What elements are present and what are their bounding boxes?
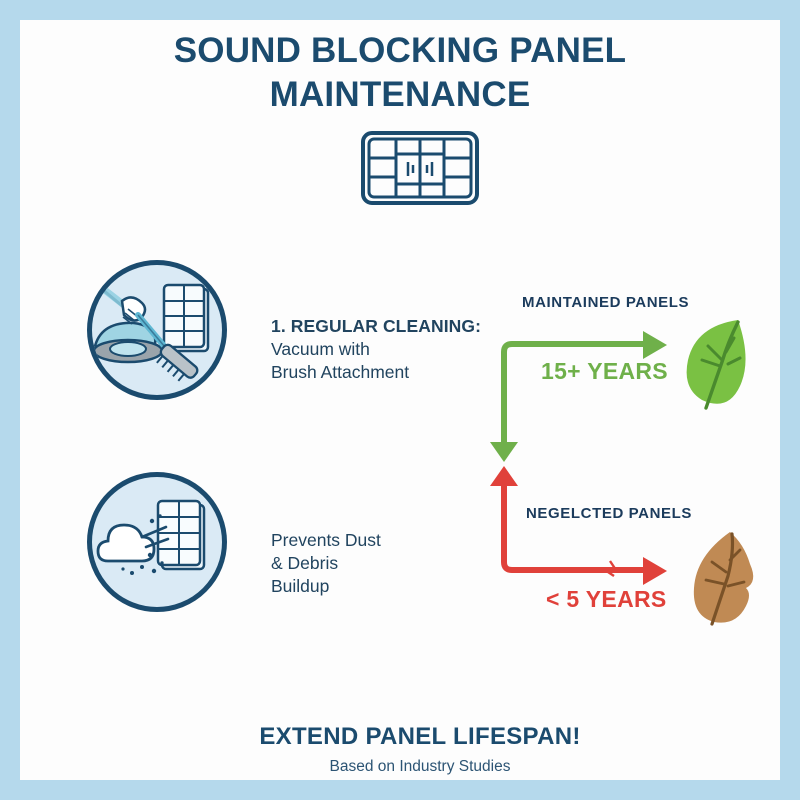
step-2-lead: Prevents Dust: [271, 530, 381, 550]
step-1-line-2: Vacuum with: [271, 339, 370, 359]
neglected-years-value: < 5 YEARS: [546, 586, 667, 612]
step-1-text: 1. REGULAR CLEANING: Vacuum with Brush A…: [271, 315, 481, 384]
footer-headline: EXTEND PANEL LIFESPAN!: [259, 723, 581, 750]
step-1-lead: 1. REGULAR CLEANING:: [271, 316, 482, 336]
step-2-text: Prevents Dust & Debris Buildup: [271, 529, 381, 598]
neglected-arrow-icon: [490, 466, 667, 585]
page-title: SOUND BLOCKING PANEL MAINTENANCE: [80, 29, 720, 117]
maintained-panels-label: MAINTAINED PANELS: [522, 294, 690, 311]
maintained-arrow-icon: [490, 331, 667, 462]
step-2-line-3: Buildup: [271, 576, 330, 596]
vacuum-cleaning-icon: [87, 260, 227, 400]
green-leaf-icon: [686, 320, 746, 410]
flow-arrows: [490, 320, 754, 626]
brown-leaf-icon: [693, 532, 754, 626]
infographic-card: SOUND BLOCKING PANEL MAINTENANCE: [20, 20, 780, 780]
step-2-line-2: & Debris: [271, 553, 339, 573]
footer-subline: Based on Industry Studies: [329, 758, 511, 775]
title-line-1: SOUND BLOCKING PANEL: [173, 31, 627, 70]
neglected-panels-label: NEGELCTED PANELS: [526, 505, 693, 522]
maintained-years-value: 15+ YEARS: [541, 358, 668, 384]
dust-debris-panel-icon: [87, 472, 227, 612]
acoustic-panel-icon: [360, 130, 480, 206]
step-1-line-3: Brush Attachment: [271, 362, 410, 382]
title-line-2: MAINTENANCE: [269, 75, 531, 114]
lifespan-flow-diagram: MAINTAINED PANELS 15+ YEARS NEGELCTED PA…: [460, 280, 800, 630]
